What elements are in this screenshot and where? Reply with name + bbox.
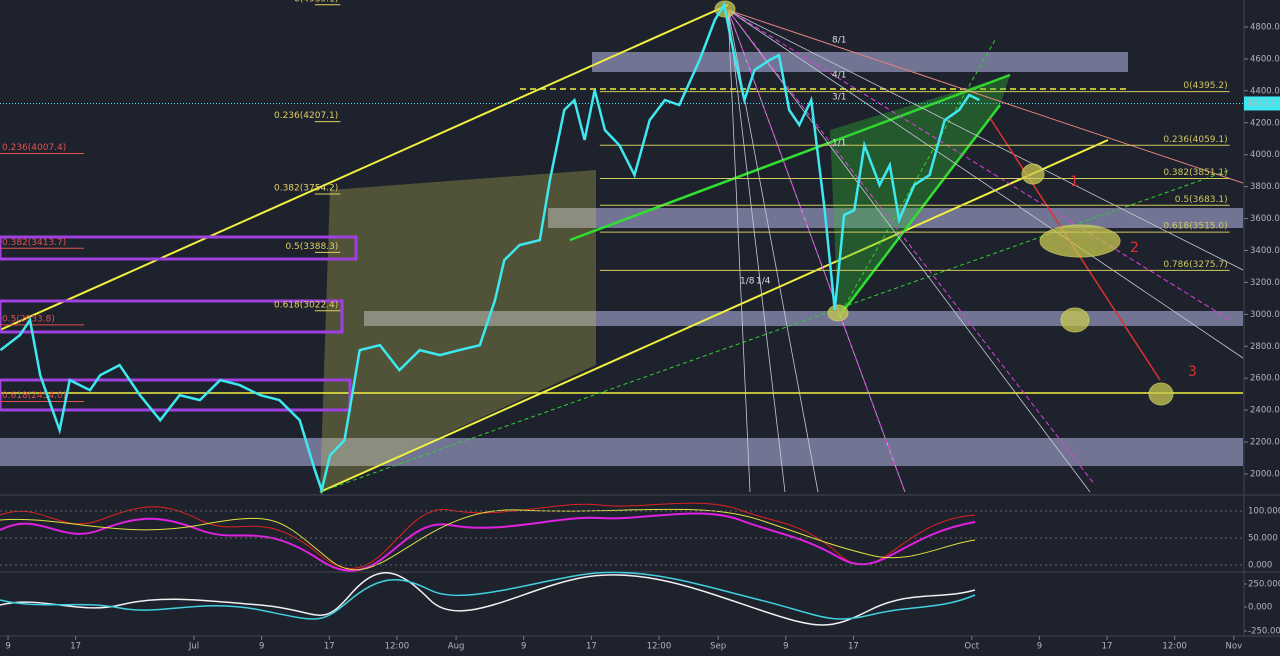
annotation: 3 xyxy=(1188,364,1197,380)
annotation: 1/1 xyxy=(832,139,846,149)
osc-tick-label: 250.000 xyxy=(1248,580,1280,590)
fib-label: 0.786(3275.7) xyxy=(1163,260,1227,270)
fib-label: 0(4939.1) xyxy=(294,0,338,4)
x-tick-label: 17 xyxy=(324,642,335,652)
fib-label: 0.236(4207.1) xyxy=(274,111,338,121)
zone xyxy=(364,311,1243,326)
zone xyxy=(0,438,1243,466)
fib-label: 0.236(4059.1) xyxy=(1163,135,1227,145)
fib-label: 0.382(3413.7) xyxy=(2,238,66,248)
fib-label: 0.618(3515.0) xyxy=(1163,222,1227,232)
x-tick-label: 9 xyxy=(259,642,264,652)
x-tick-label: 17 xyxy=(70,642,81,652)
x-tick-label: 9 xyxy=(1037,642,1042,652)
box xyxy=(0,378,352,412)
annotation: 1/8 xyxy=(740,277,755,287)
fib-label: 0.382(3754.2) xyxy=(274,183,338,193)
osc-tick-label: 100.000 xyxy=(1248,507,1280,517)
x-tick-label: 9 xyxy=(783,642,788,652)
fib-label: 0.236(4007.4) xyxy=(2,143,66,153)
trendline xyxy=(319,139,1109,493)
trendline xyxy=(837,39,996,319)
box xyxy=(0,235,358,261)
box xyxy=(0,299,344,334)
y-tick-label: 4600.0 xyxy=(1250,54,1280,64)
last-price-label: 4321.0 xyxy=(1247,99,1277,109)
annotation: 1 xyxy=(1070,174,1079,190)
zone xyxy=(592,52,1128,72)
x-tick-label: 9 xyxy=(521,642,526,652)
y-tick-label: 3400.0 xyxy=(1250,246,1280,256)
zone xyxy=(548,208,1243,228)
osc-tick-label: 0.000 xyxy=(1248,561,1272,571)
x-tick-label: 12:00 xyxy=(1162,642,1187,652)
fib-label: 0.5(3388.3) xyxy=(285,242,338,252)
x-tick-label: Aug xyxy=(448,642,465,652)
annotation: 8/1 xyxy=(832,36,846,46)
osc-line xyxy=(0,572,976,626)
fill xyxy=(320,170,596,492)
x-tick-label: 17 xyxy=(1102,642,1113,652)
x-tick-label: 9 xyxy=(5,642,10,652)
x-tick-label: Nov xyxy=(1226,642,1243,652)
x-tick-label: Oct xyxy=(964,642,979,652)
osc-tick-label: 0.000 xyxy=(1248,603,1272,613)
fan xyxy=(727,9,1231,493)
trendline xyxy=(837,104,1001,319)
trendline xyxy=(0,4,729,331)
annotation: 4/1 xyxy=(832,71,846,81)
y-tick-label: 2800.0 xyxy=(1250,342,1280,352)
y-tick-label: 2600.0 xyxy=(1250,374,1280,384)
price-line xyxy=(0,1,980,495)
osc-line xyxy=(0,512,976,572)
osc-tick-label: -250.000 xyxy=(1248,627,1280,637)
y-tick-label: 2200.0 xyxy=(1250,438,1280,448)
trendline xyxy=(727,9,1244,184)
fib-label: 0(4395.2) xyxy=(1183,81,1227,91)
y-tick-label: 2000.0 xyxy=(1250,470,1280,480)
drawings xyxy=(0,0,1244,493)
y-tick-label: 4400.0 xyxy=(1250,86,1280,96)
fib-label: 0.5(3683.1) xyxy=(1175,195,1228,205)
annotation: 2 xyxy=(1130,240,1139,256)
y-tick-label: 3800.0 xyxy=(1250,182,1280,192)
fib-label: 0.382(3851.1) xyxy=(1163,168,1227,178)
y-tick-label: 4800.0 xyxy=(1250,22,1280,32)
oscillators xyxy=(0,494,1280,626)
osc-line xyxy=(0,502,976,570)
y-tick-label: 4000.0 xyxy=(1250,150,1280,160)
x-tick-label: 12:00 xyxy=(647,642,672,652)
x-tick-label: Jul xyxy=(188,642,199,652)
y-tick-label: 3600.0 xyxy=(1250,214,1280,224)
fib-label: 0.618(2454.0) xyxy=(2,391,66,401)
x-tick-label: 17 xyxy=(848,642,859,652)
x-tick-label: 17 xyxy=(586,642,597,652)
last-price-tag xyxy=(1244,96,1280,111)
markers xyxy=(714,0,1174,406)
osc-tick-label: 50.000 xyxy=(1248,534,1278,544)
x-tick-label: Sep xyxy=(710,642,726,652)
fib-label: 0.5(2933.8) xyxy=(2,314,55,324)
y-tick-label: 3000.0 xyxy=(1250,310,1280,320)
y-tick-label: 4200.0 xyxy=(1250,118,1280,128)
y-tick-label: 2400.0 xyxy=(1250,406,1280,416)
x-tick-label: 12:00 xyxy=(385,642,410,652)
fib-label: 0.618(3022.4) xyxy=(274,300,338,310)
annotation: 3/1 xyxy=(832,93,846,103)
annotation: 1/4 xyxy=(756,277,771,287)
osc-line xyxy=(0,508,976,571)
osc-line xyxy=(0,571,976,620)
wedge xyxy=(830,75,1010,318)
trendline xyxy=(569,73,1011,242)
y-tick-label: 3200.0 xyxy=(1250,278,1280,288)
